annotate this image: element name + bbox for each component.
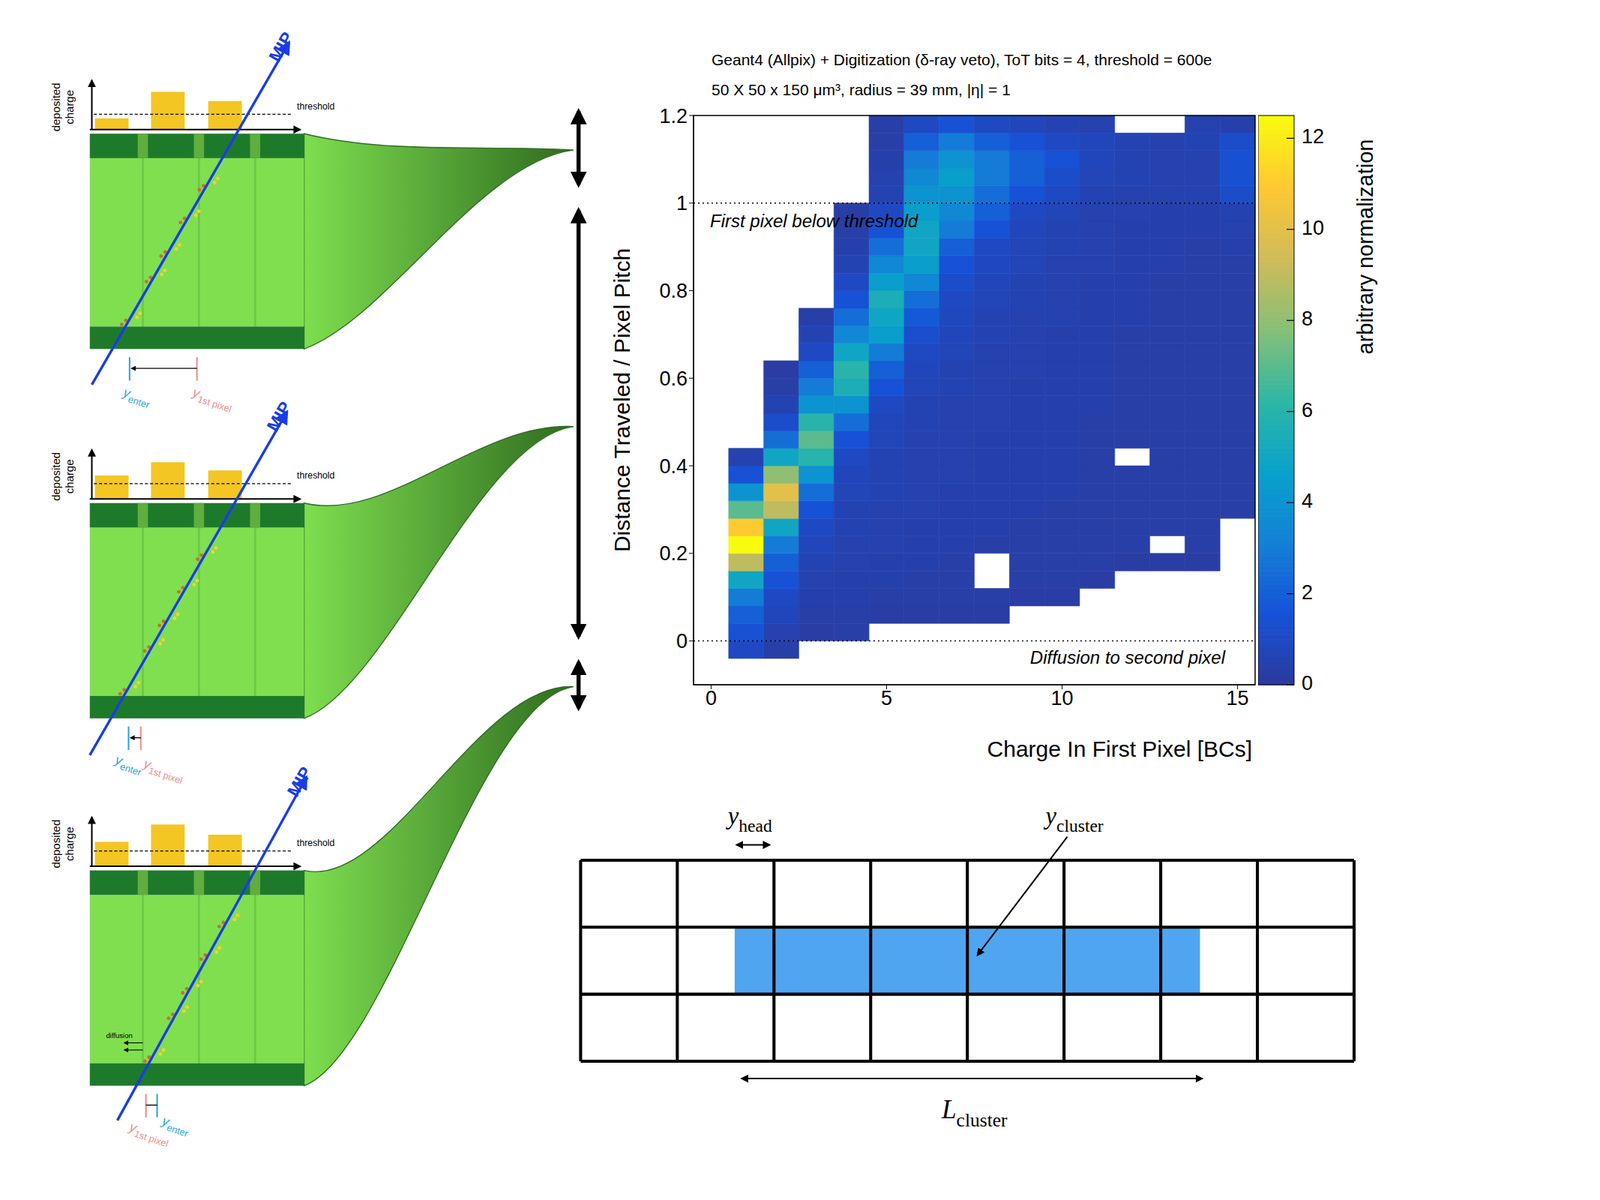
svg-text:charge: charge xyxy=(62,89,76,125)
svg-text:y1st pixel: y1st pixel xyxy=(125,1118,172,1150)
svg-text:threshold: threshold xyxy=(296,101,336,112)
svg-text:1.2: 1.2 xyxy=(659,104,688,128)
html-text:First pixel below threshold: First pixel below threshold xyxy=(710,210,919,231)
svg-text:2: 2 xyxy=(1301,581,1313,604)
svg-text:yenter: yenter xyxy=(119,383,154,411)
svg-text:deposited: deposited xyxy=(49,452,63,501)
svg-text:Lcluster: Lcluster xyxy=(940,1093,1008,1131)
svg-text:5: 5 xyxy=(880,686,893,710)
svg-text:charge: charge xyxy=(62,826,76,861)
svg-text:diffusion: diffusion xyxy=(106,1030,133,1040)
svg-text:12: 12 xyxy=(1301,125,1325,148)
svg-text:yhead: yhead xyxy=(725,802,773,836)
svg-text:MIP: MIP xyxy=(263,398,296,435)
svg-text:15: 15 xyxy=(1226,686,1250,710)
svg-text:10: 10 xyxy=(1051,686,1074,710)
svg-text:8: 8 xyxy=(1301,307,1313,330)
svg-text:0.2: 0.2 xyxy=(659,542,688,565)
svg-text:threshold: threshold xyxy=(296,470,336,481)
html-text:Diffusion to second pixel: Diffusion to second pixel xyxy=(1030,646,1226,667)
svg-text:0: 0 xyxy=(705,686,717,710)
html-text:50 X 50 x 150 μm³, radius = 39: 50 X 50 x 150 μm³, radius = 39 mm, |η| =… xyxy=(711,80,1011,99)
svg-text:deposited: deposited xyxy=(49,82,63,132)
svg-text:MIP: MIP xyxy=(264,28,297,66)
svg-text:0: 0 xyxy=(1301,671,1313,695)
svg-text:Distance Traveled / Pixel Pitc: Distance Traveled / Pixel Pitch xyxy=(609,248,635,552)
svg-text:0.8: 0.8 xyxy=(659,279,688,303)
svg-text:1: 1 xyxy=(676,191,688,215)
svg-text:0: 0 xyxy=(676,629,688,653)
svg-text:10: 10 xyxy=(1301,216,1325,240)
svg-text:threshold: threshold xyxy=(296,837,336,848)
svg-text:6: 6 xyxy=(1301,398,1313,422)
svg-text:y1st pixel: y1st pixel xyxy=(140,755,186,787)
svg-text:yenter: yenter xyxy=(111,751,146,778)
svg-text:4: 4 xyxy=(1301,489,1313,513)
svg-text:arbitrary normalization: arbitrary normalization xyxy=(1353,139,1378,355)
svg-text:yenter: yenter xyxy=(158,1112,193,1139)
svg-text:charge: charge xyxy=(62,459,76,495)
svg-text:0.6: 0.6 xyxy=(659,367,688,390)
svg-text:ycluster: ycluster xyxy=(1043,802,1104,836)
svg-text:deposited: deposited xyxy=(49,819,63,869)
svg-text:Charge In First Pixel [BCs]: Charge In First Pixel [BCs] xyxy=(987,736,1253,762)
svg-text:0.4: 0.4 xyxy=(659,455,688,478)
html-text:Geant4 (Allpix) + Digitization: Geant4 (Allpix) + Digitization (δ-ray ve… xyxy=(711,50,1212,69)
svg-text:MIP: MIP xyxy=(283,763,316,800)
svg-text:y1st pixel: y1st pixel xyxy=(188,383,235,415)
